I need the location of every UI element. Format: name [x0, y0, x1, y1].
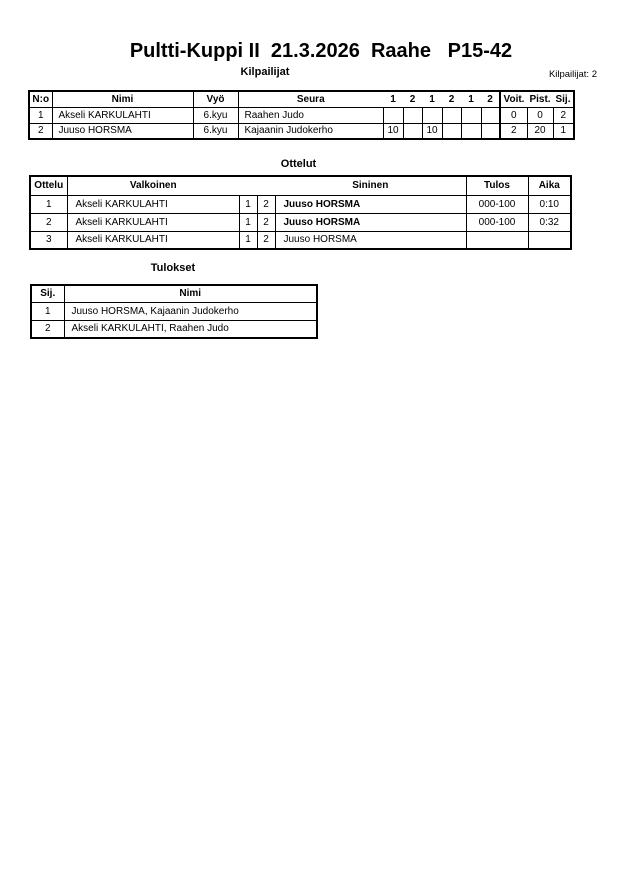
results-header-row: Sij. Nimi — [31, 285, 317, 303]
score-cell — [441, 122, 462, 140]
col-header-name: Nimi — [52, 91, 194, 108]
match-time: 0:10 — [527, 194, 572, 214]
col-header-blue-num — [257, 176, 275, 196]
competitor-points: 20 — [526, 122, 554, 140]
result-place: 2 — [30, 319, 65, 339]
score-cell — [460, 106, 482, 124]
match-blue-winner: Juuso HORSMA — [274, 194, 467, 214]
col-header-club: Seura — [238, 91, 383, 108]
match-no: 3 — [29, 230, 68, 250]
col-header-points: Pist. — [527, 91, 553, 108]
score-cell — [402, 122, 423, 140]
col-header-belt: Vyö — [193, 91, 239, 108]
competitors-table: N:o Nimi Vyö Seura 1 2 1 2 1 2 Voit. Pis… — [28, 90, 575, 140]
match-blue-num: 2 — [256, 194, 276, 214]
match-result: 000-100 — [465, 212, 529, 232]
match-white: Akseli KARKULAHTI — [66, 194, 240, 214]
match-blue-num: 2 — [256, 230, 276, 250]
score-cell: 10 — [421, 122, 443, 140]
score-cell: 10 — [382, 122, 404, 140]
score-cell — [480, 106, 501, 124]
col-header-place: Sij. — [553, 91, 574, 108]
col-header-score-3: 1 — [422, 91, 442, 108]
score-cell — [460, 122, 482, 140]
col-header-wins: Voit. — [499, 91, 527, 108]
match-white-num: 1 — [238, 194, 258, 214]
col-header-score-6: 2 — [481, 91, 500, 108]
score-cell — [441, 106, 462, 124]
match-row: 3 Akseli KARKULAHTI 1 2 Juuso HORSMA — [29, 230, 572, 250]
match-result: 000-100 — [465, 194, 529, 214]
col-header-white: Valkoinen — [67, 176, 239, 196]
col-header-blue: Sininen — [275, 176, 466, 196]
match-blue-winner: Juuso HORSMA — [274, 212, 467, 232]
page-title: Pultti-Kuppi II 21.3.2026 Raahe P15-42 — [129, 40, 513, 62]
competitor-belt: 6.kyu — [192, 106, 239, 124]
col-header-place: Sij. — [31, 285, 65, 303]
result-name: Akseli KARKULAHTI, Raahen Judo — [63, 319, 318, 339]
competitors-header-row: N:o Nimi Vyö Seura 1 2 1 2 1 2 Voit. Pis… — [29, 91, 574, 108]
col-header-time: Aika — [528, 176, 571, 196]
match-row: 1 Akseli KARKULAHTI 1 2 Juuso HORSMA 000… — [29, 194, 572, 214]
matches-header-row: Ottelu Valkoinen Sininen Tulos Aika — [30, 176, 571, 196]
competitor-place: 1 — [552, 122, 575, 140]
competitors-heading: Kilpailijat — [240, 66, 290, 78]
result-name: Juuso HORSMA, Kajaanin Judokerho — [63, 301, 318, 321]
competitor-no: 1 — [28, 106, 53, 124]
col-header-score-5: 1 — [461, 91, 481, 108]
match-row: 2 Akseli KARKULAHTI 1 2 Juuso HORSMA 000… — [29, 212, 572, 232]
competitors-count: Kilpailijat: 2 — [548, 69, 597, 80]
col-header-name: Nimi — [64, 285, 317, 303]
col-header-score-2: 2 — [403, 91, 422, 108]
competitor-wins: 2 — [499, 122, 528, 140]
result-row: 2 Akseli KARKULAHTI, Raahen Judo — [30, 319, 318, 339]
match-white-num: 1 — [238, 230, 258, 250]
match-blue-num: 2 — [256, 212, 276, 232]
col-header-no: N:o — [29, 91, 53, 108]
col-header-match: Ottelu — [30, 176, 68, 196]
score-cell — [480, 122, 501, 140]
result-place: 1 — [30, 301, 65, 321]
competitor-wins: 0 — [499, 106, 528, 124]
match-white: Akseli KARKULAHTI — [66, 212, 240, 232]
col-header-white-num — [239, 176, 257, 196]
match-no: 2 — [29, 212, 68, 232]
competitor-row: 1 Akseli KARKULAHTI 6.kyu Raahen Judo 0 … — [28, 106, 575, 124]
competitor-club: Kajaanin Judokerho — [237, 122, 384, 140]
match-time: 0:32 — [527, 212, 572, 232]
competitor-club: Raahen Judo — [237, 106, 384, 124]
competitor-belt: 6.kyu — [192, 122, 239, 140]
competitor-name: Juuso HORSMA — [51, 122, 194, 140]
match-no: 1 — [29, 194, 68, 214]
competitor-row: 2 Juuso HORSMA 6.kyu Kajaanin Judokerho … — [28, 122, 575, 140]
score-cell — [402, 106, 423, 124]
score-cell — [382, 106, 404, 124]
competitor-place: 2 — [552, 106, 575, 124]
matches-heading: Ottelut — [280, 158, 317, 170]
match-blue: Juuso HORSMA — [274, 230, 467, 250]
match-time — [527, 230, 572, 250]
matches-table: Ottelu Valkoinen Sininen Tulos Aika 1 Ak… — [29, 175, 572, 250]
results-table: Sij. Nimi 1 Juuso HORSMA, Kajaanin Judok… — [30, 284, 318, 339]
match-white-num: 1 — [238, 212, 258, 232]
competitor-points: 0 — [526, 106, 554, 124]
competitor-name: Akseli KARKULAHTI — [51, 106, 194, 124]
result-row: 1 Juuso HORSMA, Kajaanin Judokerho — [30, 301, 318, 321]
match-white: Akseli KARKULAHTI — [66, 230, 240, 250]
col-header-result: Tulos — [465, 176, 529, 196]
results-heading: Tulokset — [150, 262, 196, 274]
competitor-no: 2 — [28, 122, 53, 140]
match-result — [465, 230, 529, 250]
score-cell — [421, 106, 443, 124]
col-header-score-4: 2 — [442, 91, 461, 108]
col-header-score-1: 1 — [383, 91, 403, 108]
